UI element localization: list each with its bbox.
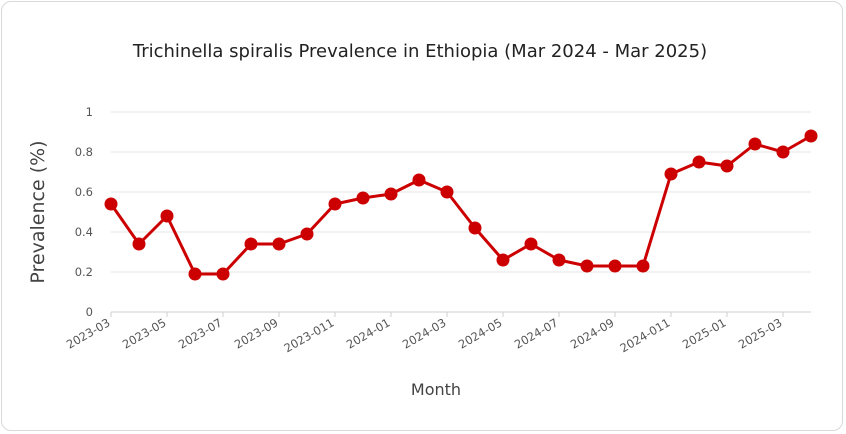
x-axis-ticks: 2023-03 2023-05 2023-07 2023-09 2023-011 2024… [64, 312, 785, 355]
x-tick-label: 2024-01 [344, 315, 393, 351]
x-tick-label: 2025-03 [736, 315, 785, 351]
data-point [328, 197, 342, 211]
data-point [272, 237, 286, 251]
x-tick-label: 2024-05 [456, 315, 505, 351]
data-point [692, 155, 706, 169]
series-layer [104, 129, 818, 281]
data-point [216, 267, 230, 281]
data-point [664, 167, 678, 181]
x-tick-label: 2024-03 [400, 315, 449, 351]
data-point [468, 221, 482, 235]
data-point [608, 259, 622, 273]
x-tick-label: 2024-07 [512, 315, 561, 351]
data-point [552, 253, 566, 267]
x-axis-title: Month [411, 380, 461, 399]
y-axis-ticks: 0 0.2 0.4 0.6 0.8 1 [75, 105, 93, 319]
y-tick-label: 0.4 [75, 225, 93, 239]
y-tick-label: 0 [86, 305, 93, 319]
x-tick-label: 2023-07 [176, 315, 225, 351]
data-point [132, 237, 146, 251]
data-point [720, 159, 734, 173]
chart-title: Trichinella spiralis Prevalence in Ethio… [132, 41, 707, 62]
y-tick-label: 0.8 [75, 145, 93, 159]
data-point [804, 129, 818, 143]
data-point [356, 191, 370, 205]
data-point [300, 227, 314, 241]
data-point [384, 187, 398, 201]
x-tick-label: 2023-09 [232, 315, 281, 351]
y-tick-label: 1 [86, 105, 93, 119]
x-tick-label: 2024-09 [568, 315, 617, 351]
x-tick-label: 2024-011 [618, 315, 673, 355]
data-point [580, 259, 594, 273]
data-point [412, 173, 426, 187]
y-tick-label: 0.2 [75, 265, 93, 279]
data-point [440, 185, 454, 199]
data-point [776, 145, 790, 159]
data-point [748, 137, 762, 151]
x-tick-label: 2023-03 [64, 315, 113, 351]
y-axis-title: Prevalence (%) [27, 140, 49, 283]
data-point [496, 253, 510, 267]
data-point [188, 267, 202, 281]
data-point [160, 209, 174, 223]
data-point [636, 259, 650, 273]
x-tick-label: 2023-05 [120, 315, 169, 351]
x-tick-label: 2023-011 [282, 315, 337, 355]
series-line [109, 134, 812, 276]
x-tick-label: 2025-01 [680, 315, 729, 351]
data-point [524, 237, 538, 251]
data-point [244, 237, 258, 251]
data-point [104, 197, 118, 211]
y-tick-label: 0.6 [75, 185, 93, 199]
